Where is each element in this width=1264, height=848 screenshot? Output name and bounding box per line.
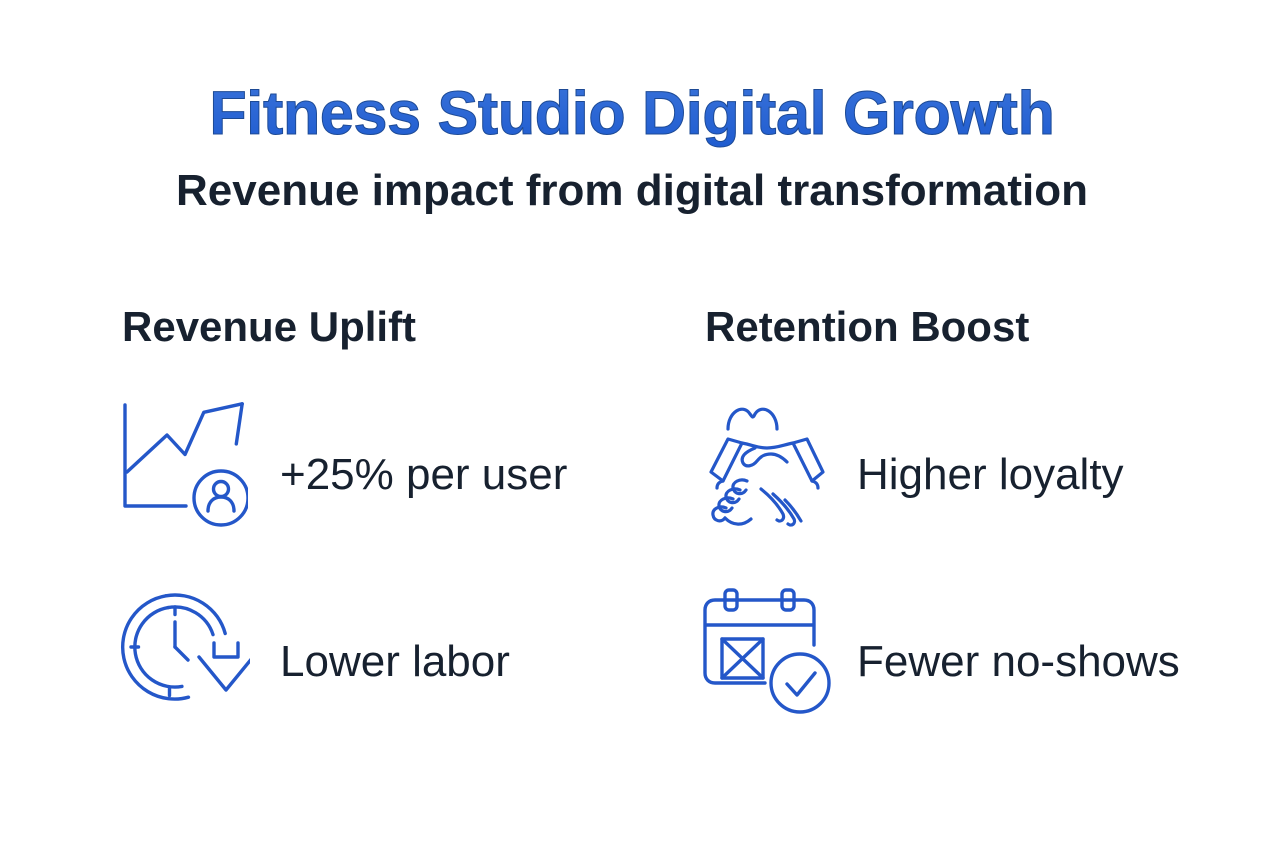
svg-text:Fitness Studio Digital Growth: Fitness Studio Digital Growth xyxy=(209,79,1054,147)
